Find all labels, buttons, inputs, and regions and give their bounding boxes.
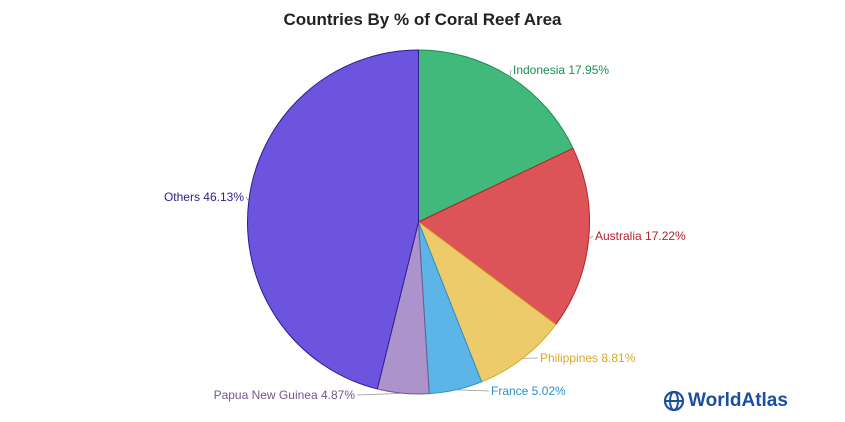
leader-line-france — [455, 389, 490, 392]
label-leader-lines — [245, 69, 594, 396]
leader-line-papua-new-guinea — [356, 392, 404, 396]
globe-icon — [663, 390, 685, 412]
logo-text: WorldAtlas — [688, 390, 788, 411]
slice-label-indonesia: Indonesia 17.95% — [513, 63, 609, 77]
slice-label-philippines: Philippines 8.81% — [540, 351, 636, 365]
leader-line-others — [245, 196, 250, 202]
chart-title: Countries By % of Coral Reef Area — [283, 10, 562, 29]
leader-line-australia — [588, 235, 594, 240]
pie-slice-philippines[interactable] — [418, 221, 557, 383]
worldatlas-logo[interactable]: WorldAtlas — [663, 390, 788, 412]
slice-label-papua-new-guinea: Papua New Guinea 4.87% — [214, 388, 356, 402]
pie-slices — [247, 49, 590, 395]
slice-label-france: France 5.02% — [491, 384, 566, 398]
leader-line-indonesia — [509, 69, 512, 77]
slice-label-australia: Australia 17.22% — [595, 229, 686, 243]
slice-label-others: Others 46.13% — [164, 190, 244, 204]
slice-labels: Indonesia 17.95% Australia 17.22% Philippi… — [164, 63, 686, 402]
